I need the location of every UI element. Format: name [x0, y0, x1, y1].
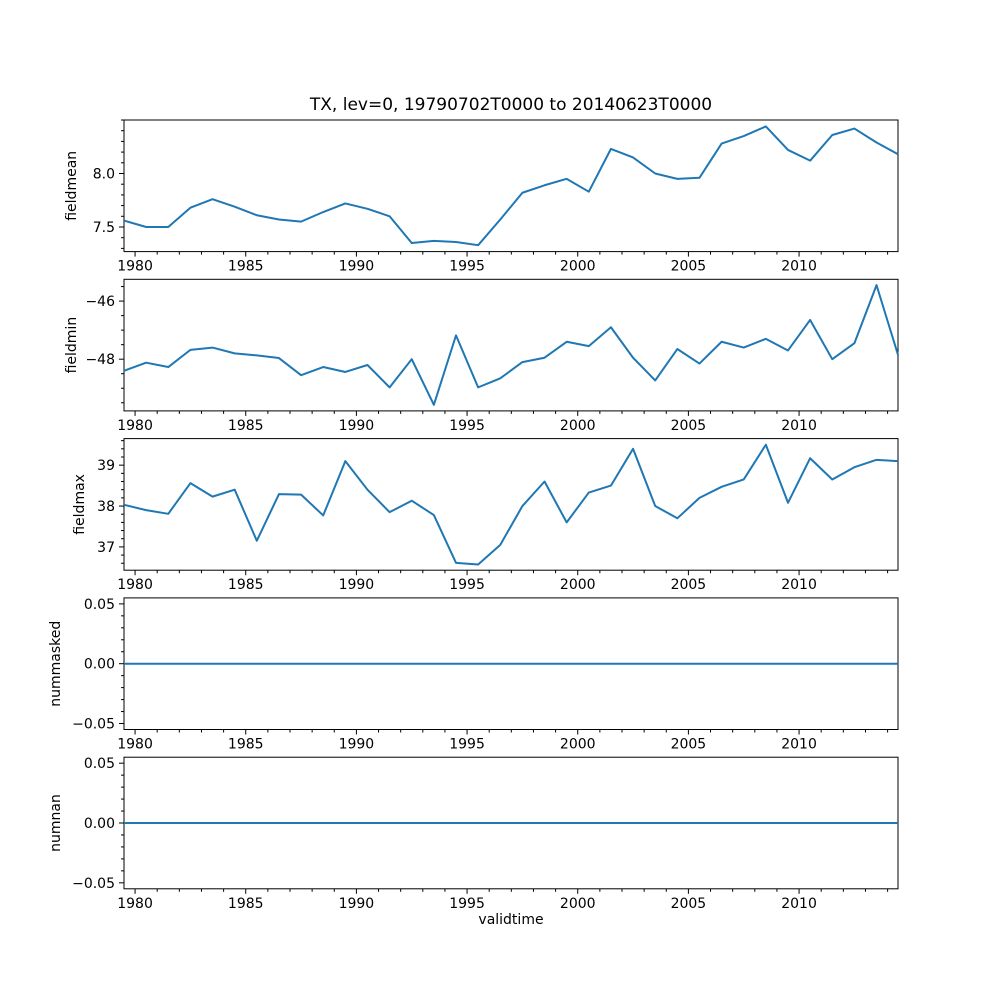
- data-line-fieldmax: [123, 443, 899, 566]
- x-tick-label: 1985: [228, 577, 264, 593]
- y-tick-label: 0.00: [84, 657, 115, 673]
- x-tick-label: 2005: [671, 577, 707, 593]
- x-tick-label: 1995: [449, 896, 485, 912]
- x-tick-label: 1990: [339, 737, 375, 753]
- subplot-numnan: 1980 1985 1990 1995 2000 2005 2010 −0.05 0.00 0.0…: [48, 756, 899, 912]
- x-tick-label: 1985: [228, 737, 264, 753]
- x-tick-label: 1980: [117, 737, 153, 753]
- x-tick-label: 2010: [781, 737, 817, 753]
- x-tick-label: 1990: [339, 577, 375, 593]
- x-tick-label: 2010: [781, 259, 817, 275]
- subplot-nummasked: 1980 1985 1990 1995 2000 2005 2010 −0.05 0.00 0.0…: [48, 597, 899, 753]
- x-tick-label: 1995: [449, 418, 485, 434]
- y-tick-label: −48: [85, 352, 115, 368]
- x-tick-label: 2005: [671, 737, 707, 753]
- x-tick-label: 2010: [781, 896, 817, 912]
- y-tick-label: 8.0: [93, 166, 115, 182]
- y-tick-label: −46: [85, 294, 115, 310]
- x-tick-label: 2010: [781, 577, 817, 593]
- axes-border: [123, 278, 899, 412]
- x-tick-label: 1990: [339, 418, 375, 434]
- y-tick-label: 37: [97, 540, 115, 556]
- y-axis-title: numnan: [48, 794, 64, 852]
- x-tick-label: 2000: [560, 896, 596, 912]
- x-tick-label: 1995: [449, 737, 485, 753]
- subplots-group: 1980 1985 1990 1995 2000 2005 2010 7.5 8.0 fieldm…: [48, 119, 899, 912]
- axes-border: [123, 119, 899, 253]
- x-tick-label: 2000: [560, 259, 596, 275]
- data-line-fieldmean: [123, 125, 899, 247]
- y-axis-title: fieldmin: [64, 317, 80, 374]
- y-tick-label: 39: [97, 458, 115, 474]
- y-tick-label: 0.00: [84, 816, 115, 832]
- y-axis-title: nummasked: [48, 621, 64, 707]
- x-tick-label: 1980: [117, 896, 153, 912]
- x-tick-label: 1990: [339, 259, 375, 275]
- y-tick-label: −0.05: [72, 876, 115, 892]
- x-tick-label: 1990: [339, 896, 375, 912]
- x-tick-label: 1995: [449, 259, 485, 275]
- y-tick-label: 7.5: [93, 220, 115, 236]
- y-tick-label: −0.05: [72, 717, 115, 733]
- x-tick-label: 2005: [671, 259, 707, 275]
- x-tick-label: 2000: [560, 418, 596, 434]
- data-line-fieldmin: [123, 284, 899, 406]
- y-axis-title: fieldmean: [64, 151, 80, 221]
- y-tick-label: 0.05: [84, 597, 115, 613]
- y-tick-label: 38: [97, 499, 115, 515]
- subplot-fieldmin: 1980 1985 1990 1995 2000 2005 2010 −48 −46 fieldm…: [64, 278, 899, 434]
- x-tick-label: 1980: [117, 577, 153, 593]
- x-tick-label: 1985: [228, 418, 264, 434]
- x-tick-label: 1995: [449, 577, 485, 593]
- chart-title: TX, lev=0, 19790702T0000 to 20140623T000…: [309, 95, 712, 115]
- y-axis-title: fieldmax: [72, 474, 88, 535]
- x-tick-label: 1985: [228, 259, 264, 275]
- x-tick-label: 2000: [560, 737, 596, 753]
- x-tick-label: 2005: [671, 418, 707, 434]
- x-tick-label: 1980: [117, 259, 153, 275]
- x-tick-label: 2010: [781, 418, 817, 434]
- x-tick-label: 2005: [671, 896, 707, 912]
- subplot-fieldmean: 1980 1985 1990 1995 2000 2005 2010 7.5 8.0 fieldm…: [64, 119, 899, 275]
- x-tick-label: 2000: [560, 577, 596, 593]
- x-axis-title: validtime: [478, 912, 543, 928]
- x-tick-label: 1985: [228, 896, 264, 912]
- y-tick-label: 0.05: [84, 756, 115, 772]
- subplot-fieldmax: 1980 1985 1990 1995 2000 2005 2010 37 38 39 fieldm…: [72, 438, 899, 593]
- x-tick-label: 1980: [117, 418, 153, 434]
